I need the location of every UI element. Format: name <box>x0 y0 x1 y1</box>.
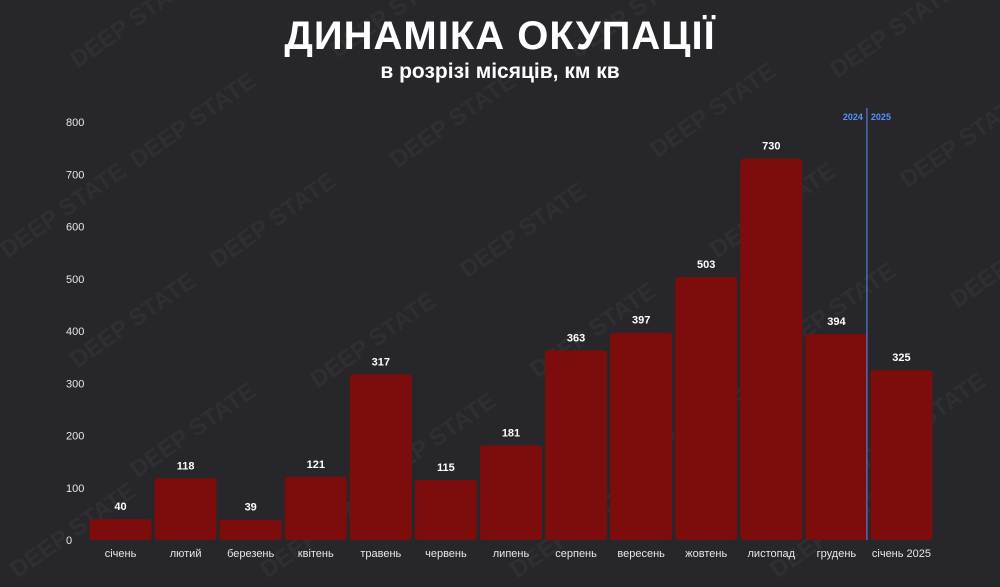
data-label: 121 <box>307 459 325 471</box>
year-divider: 2024 2025 <box>843 108 891 540</box>
data-label: 181 <box>502 427 520 439</box>
data-label: 40 <box>114 501 126 513</box>
data-label: 394 <box>827 316 846 328</box>
y-tick-label: 600 <box>66 222 84 234</box>
bar <box>870 370 933 540</box>
x-tick-label: лютий <box>170 548 202 560</box>
bar <box>349 374 412 540</box>
y-tick-label: 700 <box>66 169 84 181</box>
bar <box>284 476 347 540</box>
x-tick-label: грудень <box>817 548 857 560</box>
y-tick-label: 500 <box>66 274 84 286</box>
data-label: 39 <box>245 502 257 514</box>
y-axis: 0 100 200 300 400 500 600 700 800 <box>66 117 84 547</box>
data-label: 115 <box>437 462 455 474</box>
chart-title: ДИНАМІКА ОКУПАЦІЇ <box>284 14 716 58</box>
data-label: 363 <box>567 332 585 344</box>
data-label: 317 <box>372 356 390 368</box>
chart-subtitle: в розрізі місяців, км кв <box>380 60 620 83</box>
data-label: 397 <box>632 315 650 327</box>
x-tick-label: січень 2025 <box>872 548 931 560</box>
bar-series <box>89 158 933 540</box>
data-label: 325 <box>892 352 910 364</box>
bar <box>805 334 868 540</box>
data-label: 118 <box>177 460 195 472</box>
x-tick-label: червень <box>425 548 467 560</box>
data-label: 730 <box>762 141 780 153</box>
bar <box>89 519 152 540</box>
y-tick-label: 800 <box>66 117 84 129</box>
bar <box>545 350 608 540</box>
bar <box>675 277 738 540</box>
year-label-right: 2025 <box>871 112 891 122</box>
x-tick-label: липень <box>493 548 530 560</box>
x-tick-label: травень <box>360 548 401 560</box>
year-label-left: 2024 <box>843 112 863 122</box>
x-tick-label: вересень <box>617 548 665 560</box>
bar <box>414 479 477 540</box>
bar <box>154 478 217 540</box>
x-tick-label: жовтень <box>685 548 727 560</box>
x-tick-label: листопад <box>748 548 796 560</box>
x-axis: січень лютий березень квітень травень червень… <box>105 548 931 560</box>
value-labels: 40 118 39 121 317 115 181 363 397 503 730 394 325 <box>114 141 910 514</box>
x-tick-label: березень <box>227 548 274 560</box>
y-tick-label: 400 <box>66 326 84 338</box>
data-label: 503 <box>697 259 715 271</box>
bar <box>480 445 542 540</box>
x-tick-label: січень <box>105 548 137 560</box>
x-tick-label: квітень <box>298 548 334 560</box>
y-tick-label: 200 <box>66 431 84 443</box>
y-tick-label: 300 <box>66 378 84 390</box>
y-tick-label: 0 <box>66 535 72 547</box>
y-tick-label: 100 <box>66 483 84 495</box>
bar <box>219 519 282 540</box>
bar <box>740 158 803 540</box>
bar <box>610 332 673 540</box>
x-tick-label: серпень <box>555 548 597 560</box>
